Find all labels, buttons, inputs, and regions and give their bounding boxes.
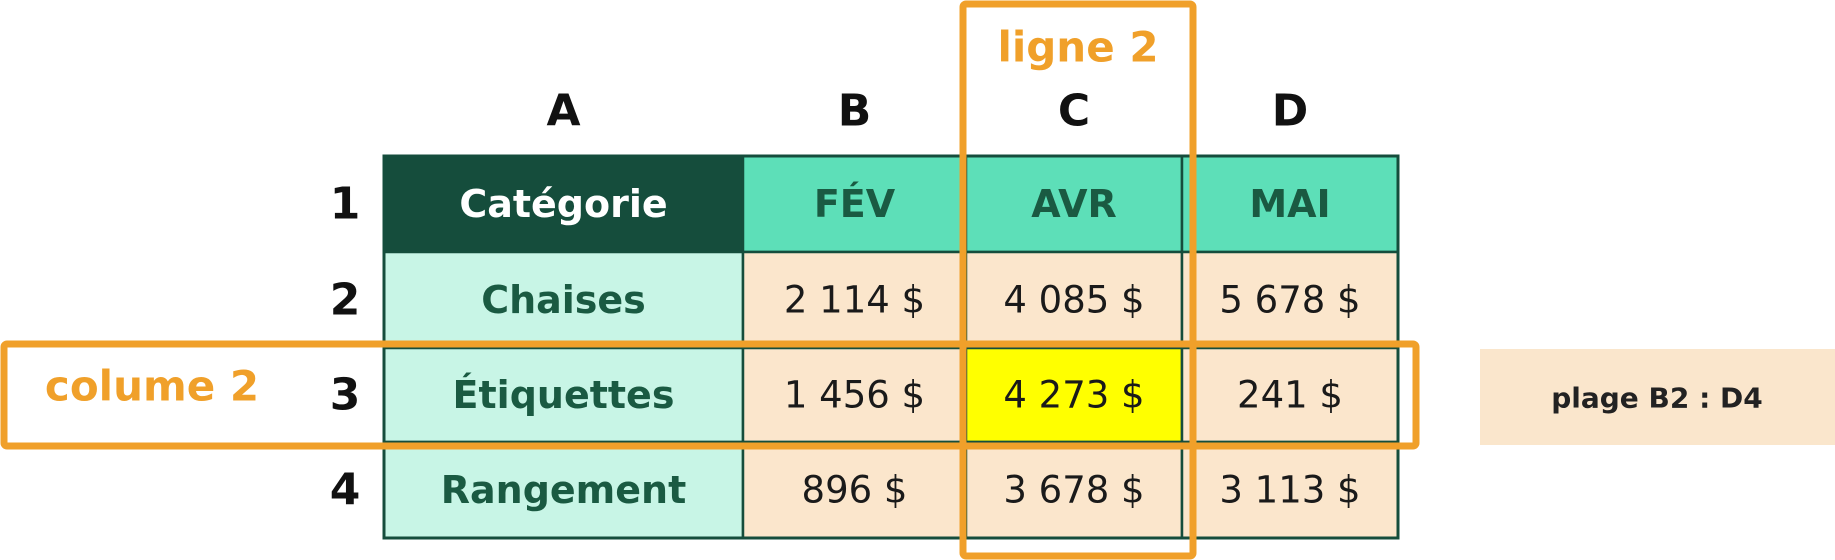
header-cell-text: AVR bbox=[1031, 182, 1117, 226]
column-letter: B bbox=[838, 86, 872, 137]
row-label: colume 2 bbox=[45, 362, 259, 411]
header-cell-text: FÉV bbox=[814, 182, 896, 226]
cell bbox=[1180, 250, 1400, 350]
cell bbox=[382, 154, 745, 254]
cell-text: 3 678 $ bbox=[1003, 469, 1144, 512]
cell-text: 241 $ bbox=[1237, 374, 1343, 417]
cell-text: Étiquettes bbox=[453, 373, 675, 417]
cell-text: 896 $ bbox=[802, 469, 908, 512]
cell-text: 5 678 $ bbox=[1219, 279, 1360, 322]
column-label: ligne 2 bbox=[997, 23, 1158, 72]
cell-text: 1 456 $ bbox=[784, 374, 925, 417]
column-letter: A bbox=[546, 86, 580, 137]
column-letter: D bbox=[1272, 86, 1309, 137]
cell-text: 4 085 $ bbox=[1003, 279, 1144, 322]
cell-text: 3 113 $ bbox=[1219, 469, 1360, 512]
row-number: 3 bbox=[330, 370, 361, 421]
cell bbox=[964, 154, 1184, 254]
column-letter: C bbox=[1058, 86, 1090, 137]
header-cell-text: Catégorie bbox=[459, 182, 667, 226]
header-cell-text: MAI bbox=[1249, 182, 1330, 226]
cell bbox=[1180, 346, 1400, 444]
range-label: plage B2 : D4 bbox=[1551, 382, 1763, 415]
row-highlight-box bbox=[0, 340, 1420, 450]
cell bbox=[1180, 440, 1400, 540]
cell-text: 2 114 $ bbox=[784, 279, 925, 322]
cell bbox=[741, 346, 968, 444]
cell bbox=[382, 440, 745, 540]
row-number: 2 bbox=[330, 275, 361, 326]
column-highlight-box bbox=[959, 0, 1197, 560]
cell-text: 4 273 $ bbox=[1003, 374, 1144, 417]
cell-text: Rangement bbox=[441, 468, 687, 512]
row-number: 4 bbox=[330, 465, 361, 516]
range-label-box bbox=[1480, 349, 1835, 445]
row-number: 1 bbox=[330, 179, 361, 230]
cell bbox=[741, 440, 968, 540]
cell bbox=[964, 440, 1184, 540]
cell-text: Chaises bbox=[481, 278, 646, 322]
